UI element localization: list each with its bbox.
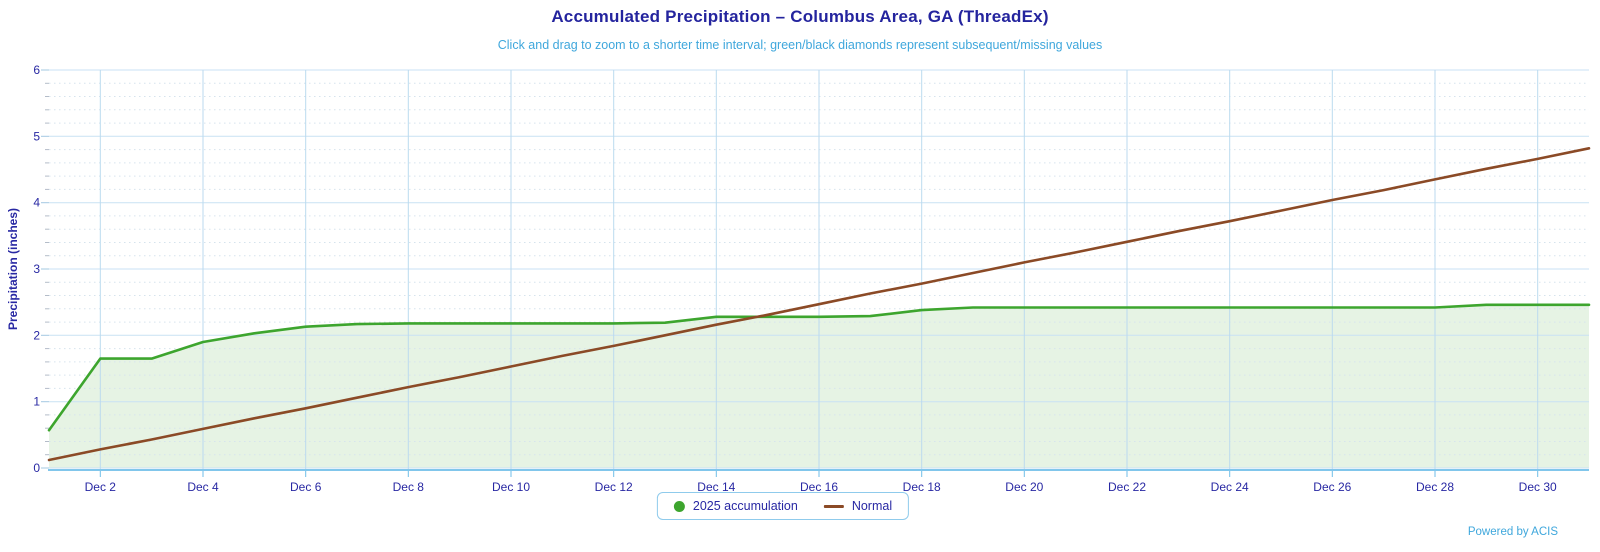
svg-text:Dec 18: Dec 18 xyxy=(903,480,941,492)
svg-text:4: 4 xyxy=(33,196,40,210)
y-axis-title: Precipitation (inches) xyxy=(6,208,20,330)
svg-text:3: 3 xyxy=(33,262,40,276)
svg-text:6: 6 xyxy=(33,63,40,77)
svg-text:Dec 12: Dec 12 xyxy=(595,480,633,492)
legend-item-2025-accumulation[interactable]: 2025 accumulation xyxy=(673,499,798,513)
svg-text:Dec 14: Dec 14 xyxy=(697,480,735,492)
svg-text:Precipitation (inches): Precipitation (inches) xyxy=(6,208,20,330)
svg-text:5: 5 xyxy=(33,129,40,143)
series-normal-line xyxy=(47,147,1591,462)
y-axis-ticks xyxy=(41,69,49,469)
svg-text:Dec 8: Dec 8 xyxy=(393,480,425,492)
y-axis-labels: 0 1 2 3 4 5 6 xyxy=(33,63,40,475)
svg-text:Dec 16: Dec 16 xyxy=(800,480,838,492)
vertical-gridlines xyxy=(99,70,1539,469)
svg-text:Dec 30: Dec 30 xyxy=(1519,480,1557,492)
svg-text:0: 0 xyxy=(33,461,40,475)
legend-label-2025-accumulation: 2025 accumulation xyxy=(692,499,798,513)
svg-text:Dec 20: Dec 20 xyxy=(1005,480,1043,492)
svg-text:1: 1 xyxy=(33,395,40,409)
powered-by-acis-link[interactable]: Powered by ACIS xyxy=(1467,526,1558,538)
svg-text:Dec 28: Dec 28 xyxy=(1416,480,1454,492)
svg-text:Dec 24: Dec 24 xyxy=(1211,480,1249,492)
svg-text:2: 2 xyxy=(33,328,40,342)
green-circle-marker-icon xyxy=(673,500,685,512)
series-2025-accumulation-line xyxy=(47,303,1591,432)
svg-text:Dec 2: Dec 2 xyxy=(85,480,117,492)
svg-text:Dec 6: Dec 6 xyxy=(290,480,322,492)
chart-subtitle: Click and drag to zoom to a shorter time… xyxy=(497,38,1103,52)
brown-line-marker-icon xyxy=(823,504,844,508)
svg-text:Dec 22: Dec 22 xyxy=(1108,480,1146,492)
x-axis-labels: Dec 2 Dec 4 Dec 6 Dec 8 Dec 10 Dec 12 Dec 14 De… xyxy=(85,480,1557,492)
legend-item-normal[interactable]: Normal xyxy=(823,499,893,513)
x-axis xyxy=(48,469,1589,477)
svg-text:Dec 26: Dec 26 xyxy=(1313,480,1351,492)
chart-title: Accumulated Precipitation – Columbus Are… xyxy=(551,7,1049,26)
svg-text:Dec 10: Dec 10 xyxy=(492,480,530,492)
legend-label-normal: Normal xyxy=(851,499,893,513)
legend: 2025 accumulation Normal xyxy=(656,492,910,520)
svg-text:Dec 4: Dec 4 xyxy=(187,480,219,492)
